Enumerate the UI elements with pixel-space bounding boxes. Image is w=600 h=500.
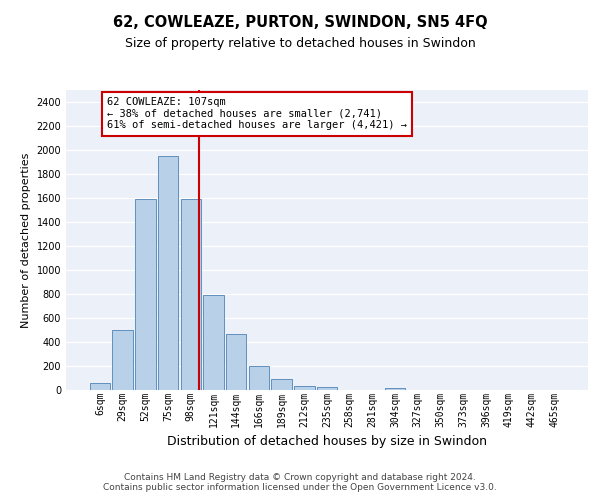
Bar bbox=[112, 330, 133, 390]
Text: Contains HM Land Registry data © Crown copyright and database right 2024.
Contai: Contains HM Land Registry data © Crown c… bbox=[103, 473, 497, 492]
Bar bbox=[135, 199, 155, 390]
Text: Size of property relative to detached houses in Swindon: Size of property relative to detached ho… bbox=[125, 38, 475, 51]
Bar bbox=[158, 156, 178, 390]
X-axis label: Distribution of detached houses by size in Swindon: Distribution of detached houses by size … bbox=[167, 435, 487, 448]
Bar bbox=[203, 295, 224, 390]
Text: 62, COWLEAZE, PURTON, SWINDON, SN5 4FQ: 62, COWLEAZE, PURTON, SWINDON, SN5 4FQ bbox=[113, 15, 487, 30]
Y-axis label: Number of detached properties: Number of detached properties bbox=[21, 152, 31, 328]
Bar bbox=[226, 334, 247, 390]
Bar bbox=[317, 387, 337, 390]
Bar bbox=[385, 388, 406, 390]
Bar bbox=[248, 366, 269, 390]
Bar bbox=[90, 383, 110, 390]
Bar bbox=[271, 379, 292, 390]
Text: 62 COWLEAZE: 107sqm
← 38% of detached houses are smaller (2,741)
61% of semi-det: 62 COWLEAZE: 107sqm ← 38% of detached ho… bbox=[107, 97, 407, 130]
Bar bbox=[294, 386, 314, 390]
Bar bbox=[181, 199, 201, 390]
